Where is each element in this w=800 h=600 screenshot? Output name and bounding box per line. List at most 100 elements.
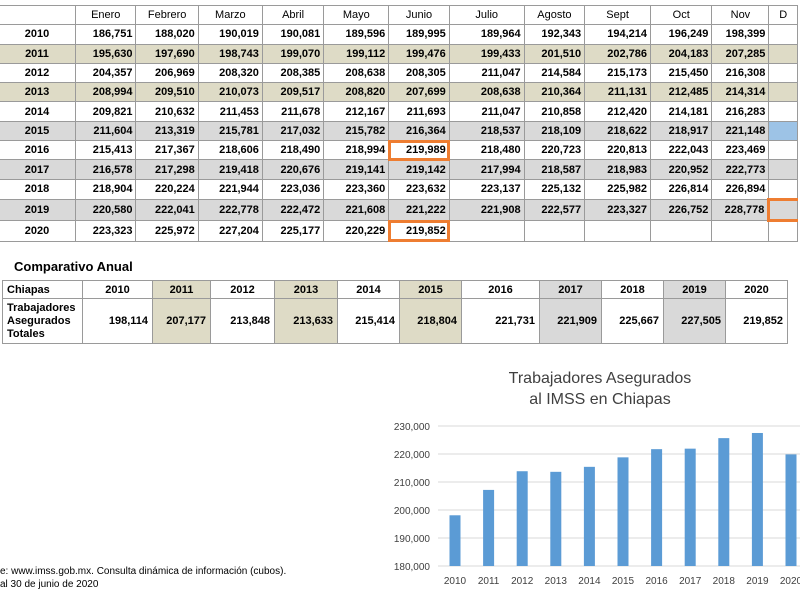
bar <box>785 454 797 566</box>
y-tick-label: 200,000 <box>394 506 431 517</box>
monthly-cell: 211,693 <box>388 101 450 122</box>
monthly-cell: 189,596 <box>323 24 390 45</box>
monthly-cell: 221,148 <box>711 120 770 142</box>
month-header: D <box>768 4 798 26</box>
monthly-cell: 225,177 <box>261 220 325 242</box>
monthly-cell: 222,043 <box>650 140 713 161</box>
x-tick-label: 2016 <box>645 576 668 587</box>
annual-value: 213,848 <box>210 298 275 344</box>
annual-value: 215,414 <box>337 298 400 344</box>
monthly-cell: 218,480 <box>448 140 525 161</box>
bar <box>516 471 528 566</box>
monthly-header-row: Enero Febrero Marzo Abril Mayo Junio Julio Agos… <box>0 4 798 26</box>
monthly-cell: 211,131 <box>584 82 652 103</box>
y-tick-label: 190,000 <box>394 534 431 545</box>
year-row: 2014 209,821 210,632 211,453 211,678 212,167 2… <box>0 101 798 122</box>
monthly-cell: 216,283 <box>711 101 770 122</box>
x-tick-label: 2013 <box>545 576 568 587</box>
annual-value: 221,909 <box>539 298 602 344</box>
monthly-cell: 199,433 <box>448 43 525 64</box>
monthly-cell: 215,173 <box>584 62 652 84</box>
monthly-cell: 199,476 <box>388 43 450 64</box>
monthly-cell: 221,608 <box>323 198 390 222</box>
annual-value: 207,177 <box>152 298 211 344</box>
annual-year-header: 2013 <box>274 280 338 299</box>
monthly-cell: 228,778 <box>711 198 770 222</box>
monthly-cell: 198,743 <box>197 43 263 64</box>
monthly-cell: 217,367 <box>135 140 199 161</box>
annual-value: 198,114 <box>82 298 153 344</box>
monthly-cell: 207,699 <box>388 82 450 103</box>
monthly-cell: 220,813 <box>584 140 652 161</box>
annual-comparison-table: Chiapas 2010 2011 2012 2013 2014 2015 2016 2017 2… <box>2 280 788 344</box>
monthly-cell: 207,285 <box>711 43 770 64</box>
month-header: Mayo <box>323 4 390 26</box>
monthly-cell: 190,081 <box>261 24 325 45</box>
x-tick-label: 2020 <box>780 576 800 587</box>
monthly-cell: 194,214 <box>584 24 652 45</box>
monthly-cell: 215,450 <box>650 62 713 84</box>
year-row: 2016 215,413 217,367 218,606 218,490 218,994 2… <box>0 139 798 161</box>
monthly-cell: 216,308 <box>711 62 770 84</box>
annual-year-header: 2010 <box>82 280 153 299</box>
row-year: 2019 <box>0 198 76 222</box>
monthly-cell: 214,314 <box>711 82 770 103</box>
annual-value: 221,731 <box>461 298 540 344</box>
monthly-cell: 221,944 <box>197 178 263 200</box>
monthly-cell: 218,983 <box>584 159 652 180</box>
monthly-cell: 199,112 <box>323 43 390 64</box>
monthly-cell: 210,364 <box>523 82 586 103</box>
bar <box>751 432 763 566</box>
monthly-cell: 212,167 <box>323 101 390 122</box>
annual-year-header: 2016 <box>461 280 540 299</box>
row-year: 2010 <box>0 24 76 45</box>
monthly-cell <box>768 178 798 200</box>
annual-value: 225,667 <box>601 298 664 344</box>
year-row: 2017 216,578 217,298 219,418 220,676 219,141 2… <box>0 159 798 180</box>
monthly-cell: 223,323 <box>74 220 137 242</box>
monthly-cell <box>768 159 798 180</box>
month-header: Oct <box>650 4 713 26</box>
monthly-cell <box>768 62 798 84</box>
monthly-cell: 220,952 <box>650 159 713 180</box>
monthly-cell: 215,782 <box>323 120 390 142</box>
monthly-cell: 218,109 <box>523 120 586 142</box>
monthly-cell: 216,578 <box>74 159 137 180</box>
monthly-cell: 220,676 <box>261 159 325 180</box>
y-tick-label: 210,000 <box>394 478 431 489</box>
year-row: 2015 211,604 213,319 215,781 217,032 215,782 2… <box>0 120 798 142</box>
row-year: 2014 <box>0 101 76 122</box>
source-note: e: www.imss.gob.mx. Consulta dinámica de… <box>0 565 310 591</box>
row-year: 2011 <box>0 43 76 64</box>
monthly-cell: 222,773 <box>711 159 770 180</box>
monthly-cell: 218,537 <box>448 120 525 142</box>
month-header: Abril <box>261 4 325 26</box>
row-year: 2020 <box>0 220 76 242</box>
annual-label: Trabajadores Asegurados Totales <box>2 298 83 344</box>
monthly-cell: 219,989 <box>387 139 451 161</box>
monthly-cell: 210,073 <box>197 82 263 103</box>
monthly-cell: 198,399 <box>711 24 770 45</box>
annual-header-row: Chiapas 2010 2011 2012 2013 2014 2015 2016 2017 2… <box>2 280 788 299</box>
month-header: Enero <box>74 4 137 26</box>
x-tick-label: 2010 <box>444 576 467 587</box>
annual-year-header: 2014 <box>337 280 400 299</box>
bar <box>684 448 696 566</box>
annual-row-header: Chiapas <box>2 280 83 299</box>
monthly-cell: 208,385 <box>261 62 325 84</box>
y-tick-label: 180,000 <box>394 562 431 573</box>
annual-year-header: 2015 <box>399 280 462 299</box>
row-year: 2015 <box>0 120 76 142</box>
monthly-cell: 218,904 <box>74 178 137 200</box>
monthly-cell: 226,814 <box>650 178 713 200</box>
monthly-cell: 218,994 <box>323 140 390 161</box>
monthly-cell: 222,041 <box>135 198 199 222</box>
bar <box>617 457 629 566</box>
monthly-cell: 225,972 <box>135 220 199 242</box>
monthly-cell: 227,204 <box>197 220 263 242</box>
year-row: 2013 208,994 209,510 210,073 209,517 208,820 2… <box>0 82 798 103</box>
annual-year-header: 2012 <box>210 280 275 299</box>
annual-value: 218,804 <box>399 298 462 344</box>
monthly-cell: 218,490 <box>261 140 325 161</box>
bar <box>550 471 562 566</box>
